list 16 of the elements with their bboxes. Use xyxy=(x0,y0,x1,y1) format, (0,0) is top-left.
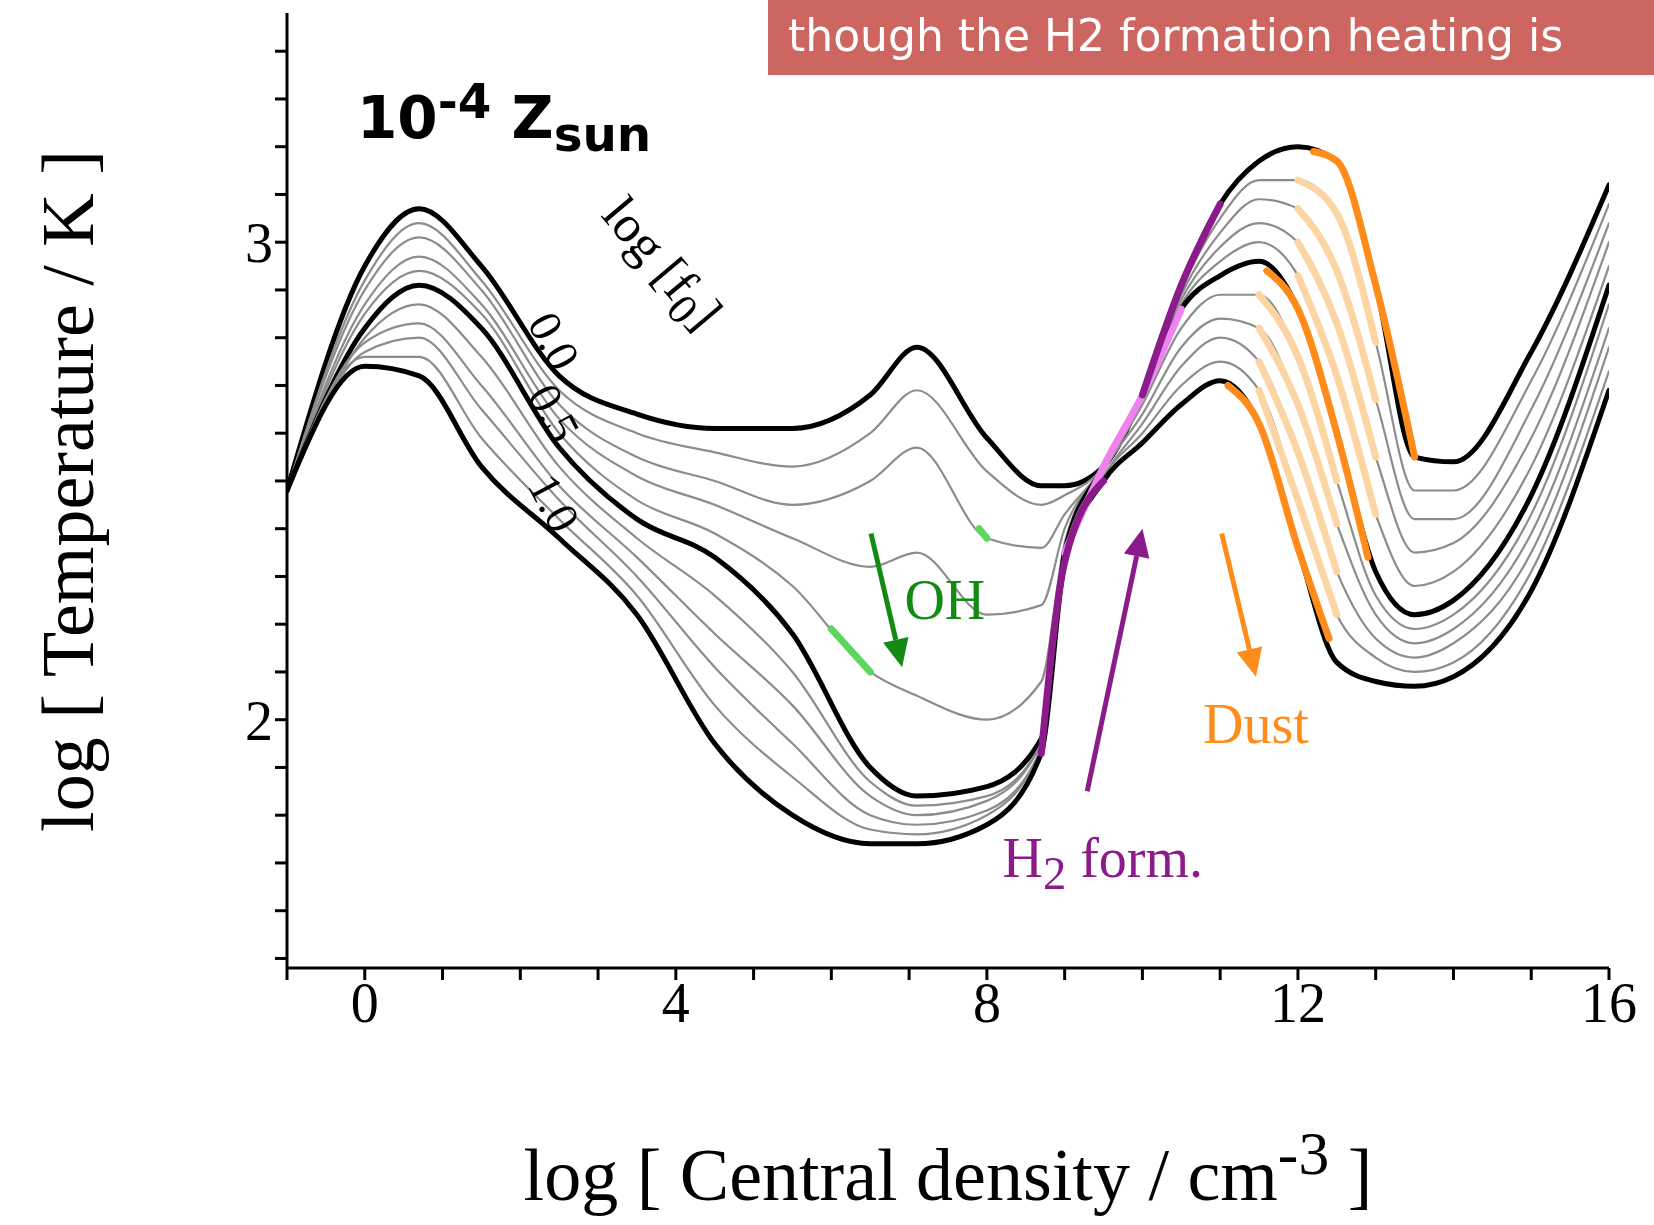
annotation: OH xyxy=(904,568,986,633)
y-tick-label: 2 xyxy=(245,689,273,752)
y-tick-label: 3 xyxy=(245,212,273,275)
annotation: though the H2 formation heating is xyxy=(768,0,1654,75)
y-axis-title: log [ Temperature / K ] xyxy=(25,149,110,832)
text: 1.0 xyxy=(517,465,592,542)
text: 0.0 xyxy=(517,303,592,379)
x-tick-label: 4 xyxy=(661,971,690,1034)
x-tick-label: 0 xyxy=(350,971,379,1034)
annotation: H$_{2}$ form. xyxy=(1002,825,1204,901)
annotation: Dust xyxy=(1203,692,1309,757)
x-tick-label: 16 xyxy=(1581,971,1637,1034)
text: 10$^{-4}$ Z$_{sun}$ xyxy=(357,73,652,162)
x-tick-label: 8 xyxy=(972,971,1001,1034)
x-tick-label: 12 xyxy=(1269,971,1326,1034)
x-axis-title: log [ Central density / cm$^{-3}$ ] xyxy=(523,1118,1373,1218)
